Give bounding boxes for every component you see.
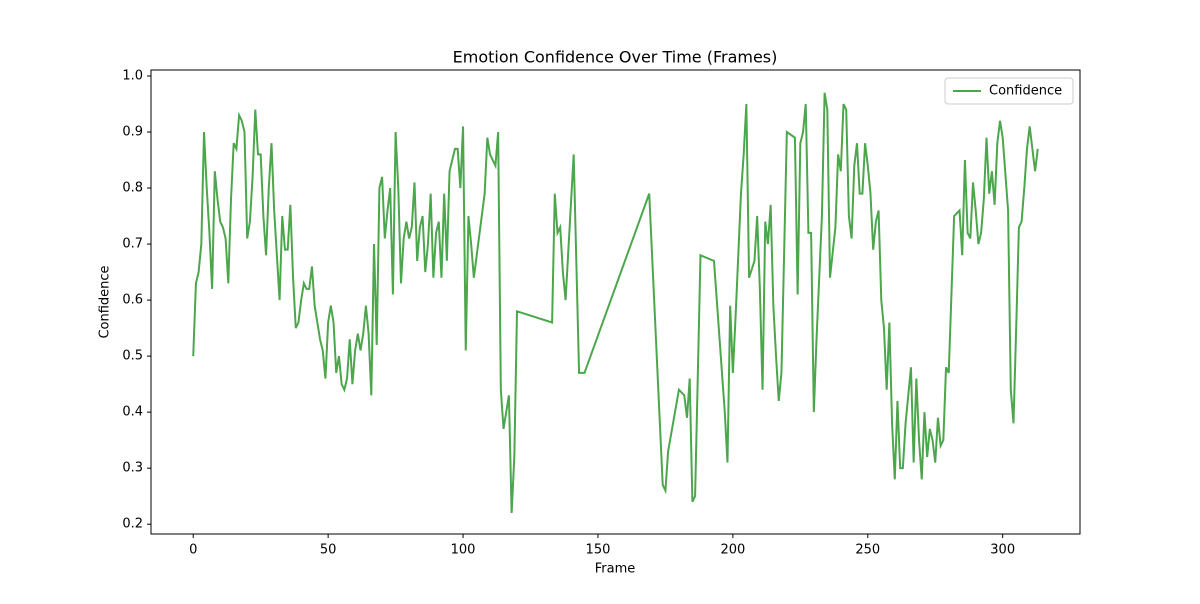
- y-tick-label: 0.5: [122, 349, 143, 364]
- y-tick-label: 0.9: [122, 125, 143, 140]
- y-tick-label: 0.7: [122, 237, 143, 252]
- y-tick-label: 0.3: [122, 461, 143, 476]
- y-axis-label: Confidence: [98, 265, 113, 338]
- x-tick-label: 150: [586, 543, 611, 558]
- x-tick-label: 50: [320, 543, 337, 558]
- x-tick-label: 200: [720, 543, 745, 558]
- x-axis-label: Frame: [595, 562, 636, 577]
- x-tick-label: 100: [451, 543, 476, 558]
- y-tick-label: 0.2: [122, 517, 143, 532]
- y-tick-label: 0.4: [122, 405, 143, 420]
- x-tick-label: 300: [990, 543, 1015, 558]
- y-tick-label: 0.6: [122, 293, 143, 308]
- x-tick-label: 0: [189, 543, 197, 558]
- legend-label: Confidence: [989, 84, 1062, 99]
- x-tick-label: 250: [855, 543, 880, 558]
- plot-frame: [150, 69, 1081, 535]
- data-line: [192, 92, 1039, 514]
- chart-title: Emotion Confidence Over Time (Frames): [453, 48, 778, 67]
- y-tick-label: 0.8: [122, 181, 143, 196]
- y-tick-label: 1.0: [122, 68, 143, 83]
- legend-box: [944, 77, 1074, 105]
